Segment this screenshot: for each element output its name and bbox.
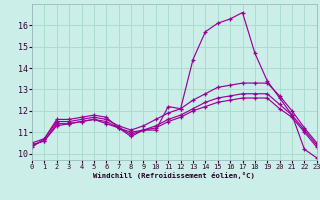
X-axis label: Windchill (Refroidissement éolien,°C): Windchill (Refroidissement éolien,°C) [93,172,255,179]
